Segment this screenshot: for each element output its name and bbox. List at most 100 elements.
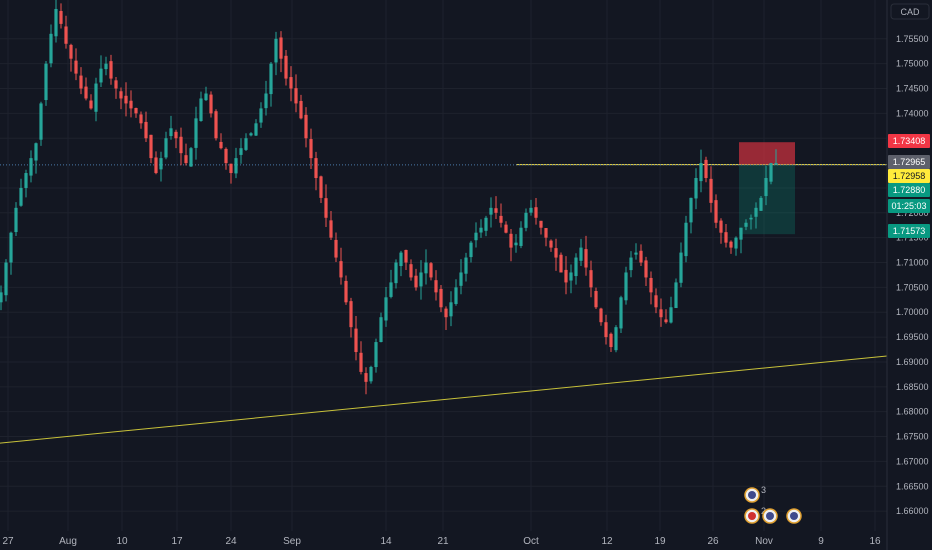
candle [549, 239, 553, 252]
price-tick-label: 1.69500 [896, 332, 929, 342]
price-tick-label: 1.69000 [896, 357, 929, 367]
candle [194, 106, 198, 160]
candle [274, 31, 278, 76]
candle [309, 128, 313, 170]
candle [544, 227, 548, 247]
candle [744, 219, 748, 231]
candle [764, 165, 768, 206]
candle [539, 220, 543, 235]
candle [739, 227, 743, 254]
candle [379, 312, 383, 343]
candle [354, 315, 358, 361]
position-tool[interactable] [739, 142, 795, 235]
support-trendline[interactable] [0, 355, 888, 444]
price-tick-label: 1.67500 [896, 432, 929, 442]
candle [214, 109, 218, 141]
candle [399, 250, 403, 277]
candle [694, 168, 698, 210]
candle [639, 244, 643, 267]
time-tick-label: 10 [116, 536, 128, 547]
candle [729, 240, 733, 254]
candle [619, 295, 623, 334]
candle [439, 285, 443, 313]
candle [464, 252, 468, 282]
candle [669, 296, 673, 324]
candle [469, 240, 473, 263]
candle [344, 275, 348, 305]
candle [79, 67, 83, 95]
candle [734, 236, 738, 256]
candle [599, 307, 603, 326]
event-marker-flag-gb[interactable] [762, 508, 778, 524]
candle [749, 214, 753, 230]
candle [584, 235, 588, 276]
candle [484, 215, 488, 237]
time-axis[interactable]: 27 Aug 10 17 24 Sep 14 21 Oct 12 19 26 Nov 9 16 [2, 536, 881, 547]
event-marker-flag-gb-2[interactable] [786, 508, 802, 524]
time-tick-label: Sep [283, 536, 301, 547]
event-count: 3 [761, 485, 766, 495]
candle [294, 74, 298, 113]
candle [524, 208, 528, 232]
event-marker-flag-gb[interactable]: 3 [744, 485, 766, 503]
price-tag: 1.72880 [888, 183, 930, 197]
candle [554, 238, 558, 271]
candle [219, 133, 223, 150]
candle [674, 278, 678, 309]
candle [494, 196, 498, 219]
candle [184, 143, 188, 166]
candle [609, 332, 613, 352]
event-marker-flag-ca[interactable]: 2 [744, 506, 766, 524]
candle [44, 61, 48, 106]
time-tick-label: 27 [2, 536, 14, 547]
candle [699, 149, 703, 193]
candle [664, 309, 668, 324]
time-tick-label: 16 [869, 536, 881, 547]
price-tick-label: 1.70500 [896, 282, 929, 292]
price-tag-text: 1.71573 [893, 226, 926, 236]
candle [454, 279, 458, 306]
candle [364, 367, 368, 395]
candle [754, 202, 758, 229]
candle [414, 268, 418, 291]
time-tick-label: 9 [818, 536, 824, 547]
price-axis[interactable]: 1.755001.750001.745001.740001.735001.725… [896, 34, 929, 516]
price-tick-label: 1.74500 [896, 84, 929, 94]
economic-events[interactable]: 32 [744, 485, 802, 524]
price-tick-label: 1.68500 [896, 382, 929, 392]
candle [179, 127, 183, 166]
price-tag: 01:25:03 [888, 199, 930, 213]
candle [224, 147, 228, 170]
candle [114, 77, 118, 99]
candle [329, 210, 333, 241]
candle [349, 297, 353, 338]
candle [9, 231, 13, 275]
candle [259, 102, 263, 128]
candle [304, 107, 308, 148]
candle [589, 260, 593, 298]
candle [84, 77, 88, 101]
candle [574, 253, 578, 285]
price-tick-label: 1.74000 [896, 108, 929, 118]
candle [269, 61, 273, 107]
currency-label[interactable]: CAD [890, 3, 930, 20]
candle [34, 142, 38, 174]
candle [109, 54, 113, 85]
price-tick-label: 1.66500 [896, 481, 929, 491]
price-tag: 1.72958 [888, 169, 930, 183]
candle [444, 306, 448, 331]
candle [244, 133, 248, 151]
take-profit-zone[interactable] [739, 164, 795, 235]
price-tag: 1.71573 [888, 224, 930, 238]
price-tag-text: 1.72880 [893, 185, 926, 195]
candle [89, 94, 93, 110]
candle [429, 261, 433, 281]
time-tick-label: 24 [225, 536, 237, 547]
time-tick-label: Oct [523, 536, 539, 547]
stop-loss-zone[interactable] [739, 142, 795, 165]
candle [144, 111, 148, 142]
candle [209, 91, 213, 118]
candle [579, 238, 583, 266]
candle [139, 111, 143, 129]
